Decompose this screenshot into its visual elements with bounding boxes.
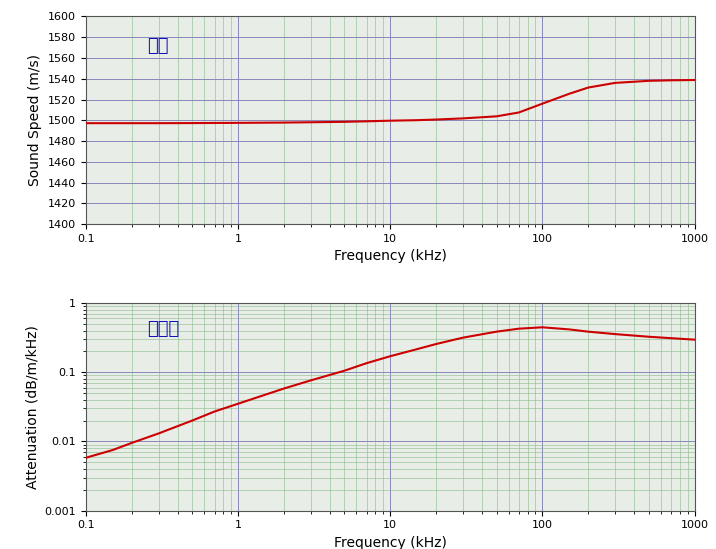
Y-axis label: Sound Speed (m/s): Sound Speed (m/s): [29, 54, 42, 186]
Y-axis label: Attenuation (dB/m/kHz): Attenuation (dB/m/kHz): [25, 325, 39, 489]
Text: 음감쉬: 음감쉬: [147, 320, 179, 338]
X-axis label: Frequency (kHz): Frequency (kHz): [334, 536, 447, 549]
X-axis label: Frequency (kHz): Frequency (kHz): [334, 249, 447, 264]
Text: 음속: 음속: [147, 37, 168, 55]
